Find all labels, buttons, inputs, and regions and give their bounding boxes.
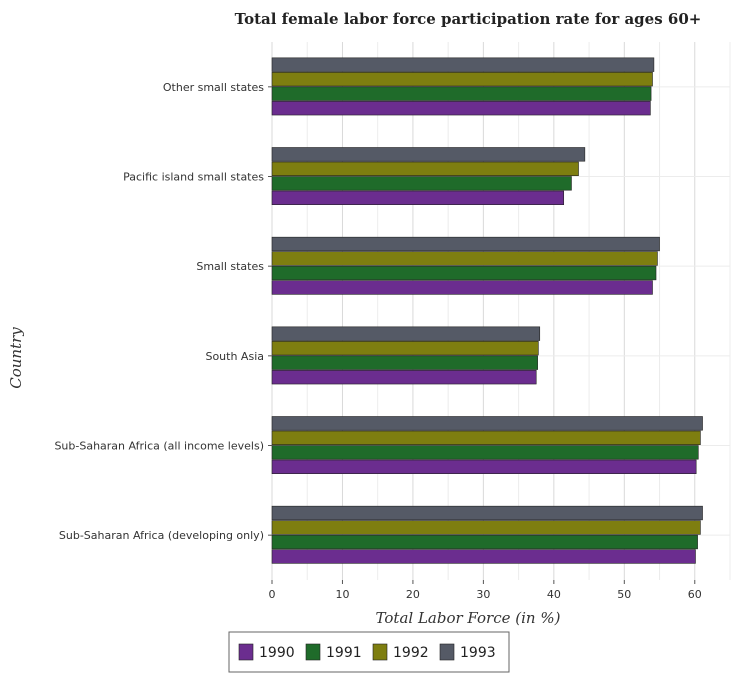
chart-title: Total female labor force participation r… bbox=[235, 10, 702, 28]
bar-1992-south-asia bbox=[271, 341, 539, 356]
x-axis-title: Total Labor Force (in %) bbox=[376, 609, 561, 627]
y-axis-title: Country bbox=[7, 327, 25, 389]
bar-1991-sub-saharan-africa-developing-only- bbox=[271, 534, 698, 550]
y-tick-label: Small states bbox=[196, 260, 264, 273]
bar-1993-sub-saharan-africa-developing-only- bbox=[271, 505, 703, 521]
bar-1990-sub-saharan-africa-developing-only- bbox=[271, 549, 696, 564]
x-tick-label: 20 bbox=[406, 588, 420, 601]
x-tick-label: 50 bbox=[617, 588, 631, 601]
y-tick-label: Sub-Saharan Africa (developing only) bbox=[59, 529, 264, 542]
legend-box bbox=[228, 631, 510, 673]
legend: 1990 1991 1992 1993 bbox=[228, 631, 510, 673]
legend-swatch-1991 bbox=[305, 643, 321, 661]
x-tick-label: 10 bbox=[335, 588, 349, 601]
bar-1993-south-asia bbox=[271, 326, 541, 341]
bar-1992-small-states bbox=[271, 251, 658, 266]
x-tick-label: 40 bbox=[547, 588, 561, 601]
bar-1990-small-states bbox=[271, 280, 653, 295]
bar-1993-pacific-island-small-states bbox=[271, 147, 586, 162]
plot-area: Other small states Pacific island small s… bbox=[54, 42, 731, 601]
bar-1993-small-states bbox=[271, 236, 660, 252]
legend-swatch-1990 bbox=[238, 643, 254, 661]
bar-1992-sub-saharan-africa-all-income-levels- bbox=[271, 430, 701, 445]
legend-label-1992: 1992 bbox=[393, 645, 429, 661]
bar-1991-south-asia bbox=[271, 355, 538, 370]
bar-1991-sub-saharan-africa-all-income-levels- bbox=[271, 445, 699, 460]
x-tick-label: 30 bbox=[476, 588, 490, 601]
bar-1993-other-small-states bbox=[271, 57, 655, 72]
legend-label-1991: 1991 bbox=[326, 645, 362, 661]
legend-swatch-1992 bbox=[372, 643, 388, 661]
x-tick-label: 60 bbox=[688, 588, 702, 601]
legend-label-1990: 1990 bbox=[259, 645, 295, 661]
plot-background bbox=[272, 42, 730, 580]
y-tick-label: Sub-Saharan Africa (all income levels) bbox=[54, 440, 264, 453]
bar-1993-sub-saharan-africa-all-income-levels- bbox=[271, 416, 703, 431]
bar-1992-pacific-island-small-states bbox=[271, 161, 579, 176]
bar-1992-other-small-states bbox=[271, 72, 653, 87]
bar-1991-other-small-states bbox=[271, 86, 652, 101]
y-tick-label: South Asia bbox=[205, 350, 264, 363]
bar-1990-other-small-states bbox=[271, 101, 651, 116]
legend-label-1993: 1993 bbox=[460, 645, 496, 661]
bar-1990-south-asia bbox=[271, 370, 537, 385]
bar-1991-small-states bbox=[271, 265, 657, 281]
y-tick-label: Other small states bbox=[163, 81, 264, 94]
bar-1990-pacific-island-small-states bbox=[271, 190, 565, 205]
bar-1992-sub-saharan-africa-developing-only- bbox=[271, 520, 701, 535]
y-tick-label: Pacific island small states bbox=[123, 171, 264, 184]
legend-swatch-1993 bbox=[439, 643, 455, 661]
x-tick-label: 0 bbox=[269, 588, 276, 601]
bar-1990-sub-saharan-africa-all-income-levels- bbox=[271, 459, 697, 474]
bar-1991-pacific-island-small-states bbox=[271, 176, 572, 191]
